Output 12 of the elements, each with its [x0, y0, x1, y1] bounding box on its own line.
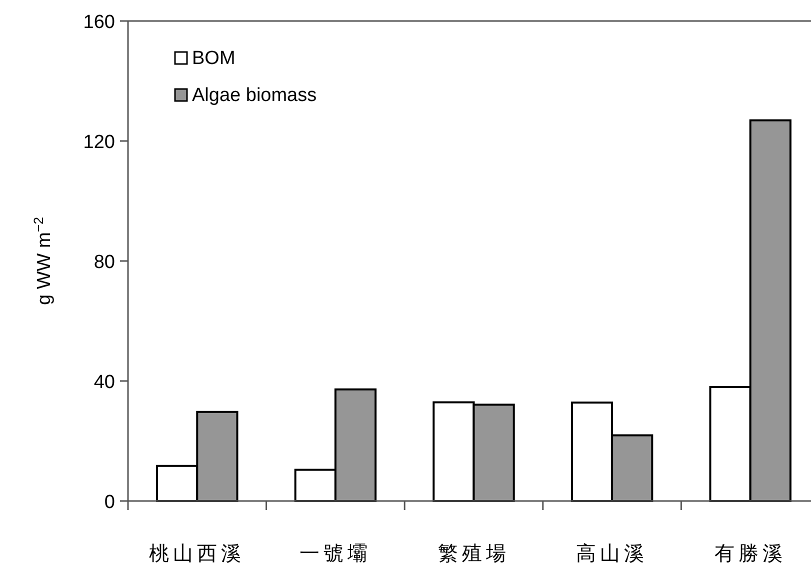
x-tick-label: 有勝溪 [714, 541, 786, 565]
legend-label: Algae biomass [192, 85, 317, 106]
y-tick-label: 40 [94, 372, 115, 393]
y-tick-label: 160 [83, 12, 115, 33]
x-tick-label: 繁殖場 [438, 541, 510, 565]
y-tick-label: 0 [104, 492, 115, 513]
x-tick-label: 高山溪 [576, 541, 648, 565]
x-tick-label: 一號壩 [299, 541, 372, 565]
x-tick-label: 桃山西溪 [149, 541, 246, 565]
y-tick-label: 120 [83, 132, 115, 153]
legend-label: BOM [192, 48, 236, 69]
y-tick-label: 80 [94, 252, 115, 273]
